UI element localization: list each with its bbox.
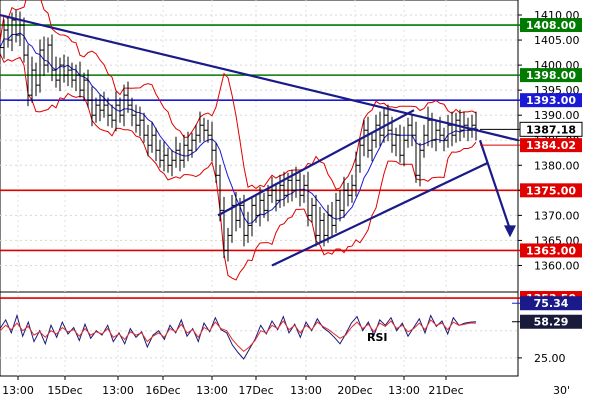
y-tick-label: 1405.00 — [534, 34, 580, 47]
bollinger-upper — [0, 0, 477, 190]
level-label: 1375.00 — [526, 184, 576, 197]
x-tick-label: 13:00 — [196, 384, 228, 397]
x-tick-label: 13:00 — [290, 384, 322, 397]
main-panel-frame — [0, 0, 519, 293]
trendline-layer — [0, 13, 519, 267]
rsi-signal-line — [0, 319, 476, 353]
level-label: 1363.00 — [526, 244, 576, 257]
level-label-box — [520, 93, 582, 108]
level-label: 1408.00 — [526, 19, 576, 32]
trendline — [217, 109, 415, 217]
x-tick-label-corner: 30' — [553, 384, 570, 397]
price-label-box — [519, 121, 583, 137]
trendline — [0, 13, 519, 142]
level-label-box — [520, 18, 582, 33]
rsi-value-label: 75.34 — [534, 297, 569, 310]
label-layer: 1408.001398.001393.001375.001363.001353.… — [480, 18, 583, 329]
rsi-y-tick-label: 25.00 — [534, 352, 566, 365]
rsi-value-box — [520, 314, 582, 329]
grid-layer — [0, 0, 519, 377]
x-tick-label: 16Dec — [145, 384, 180, 397]
rsi-value-box — [520, 296, 582, 311]
rsi-indicator-name: RSI — [367, 331, 388, 344]
price-label-box — [520, 138, 582, 153]
price-label: 1387.18 — [526, 123, 576, 136]
x-tick-label: 17Dec — [238, 384, 273, 397]
level-label-box — [520, 183, 582, 198]
price-label: 1384.02 — [526, 139, 576, 152]
bollinger-lower — [0, 53, 477, 281]
candle-layer — [0, 9, 478, 262]
level-label: 1393.00 — [526, 94, 576, 107]
projection-arrow-shaft — [478, 139, 512, 230]
x-tick-label: 21Dec — [428, 384, 463, 397]
level-label-box — [520, 243, 582, 258]
level-layer — [0, 24, 520, 299]
rsi-line — [0, 313, 477, 360]
rsi-layer: RSI — [0, 313, 518, 360]
level-label: 1398.00 — [526, 69, 576, 82]
x-tick-label: 20Dec — [337, 384, 372, 397]
level-label-box — [520, 68, 582, 83]
trendline — [271, 161, 489, 267]
x-tick-label: 13:00 — [388, 384, 420, 397]
x-tick-label: 13:00 — [2, 384, 34, 397]
x-tick-label: 13:00 — [102, 384, 134, 397]
y-tick-label: 1370.00 — [534, 209, 580, 222]
projection-arrow-head — [504, 225, 516, 238]
y-tick-label: 1380.00 — [534, 159, 580, 172]
y-tick-label: 1390.00 — [534, 109, 580, 122]
rsi-value-label: 58.29 — [534, 316, 569, 329]
x-tick-label: 15Dec — [47, 384, 82, 397]
y-tick-label: 1360.00 — [534, 259, 580, 272]
